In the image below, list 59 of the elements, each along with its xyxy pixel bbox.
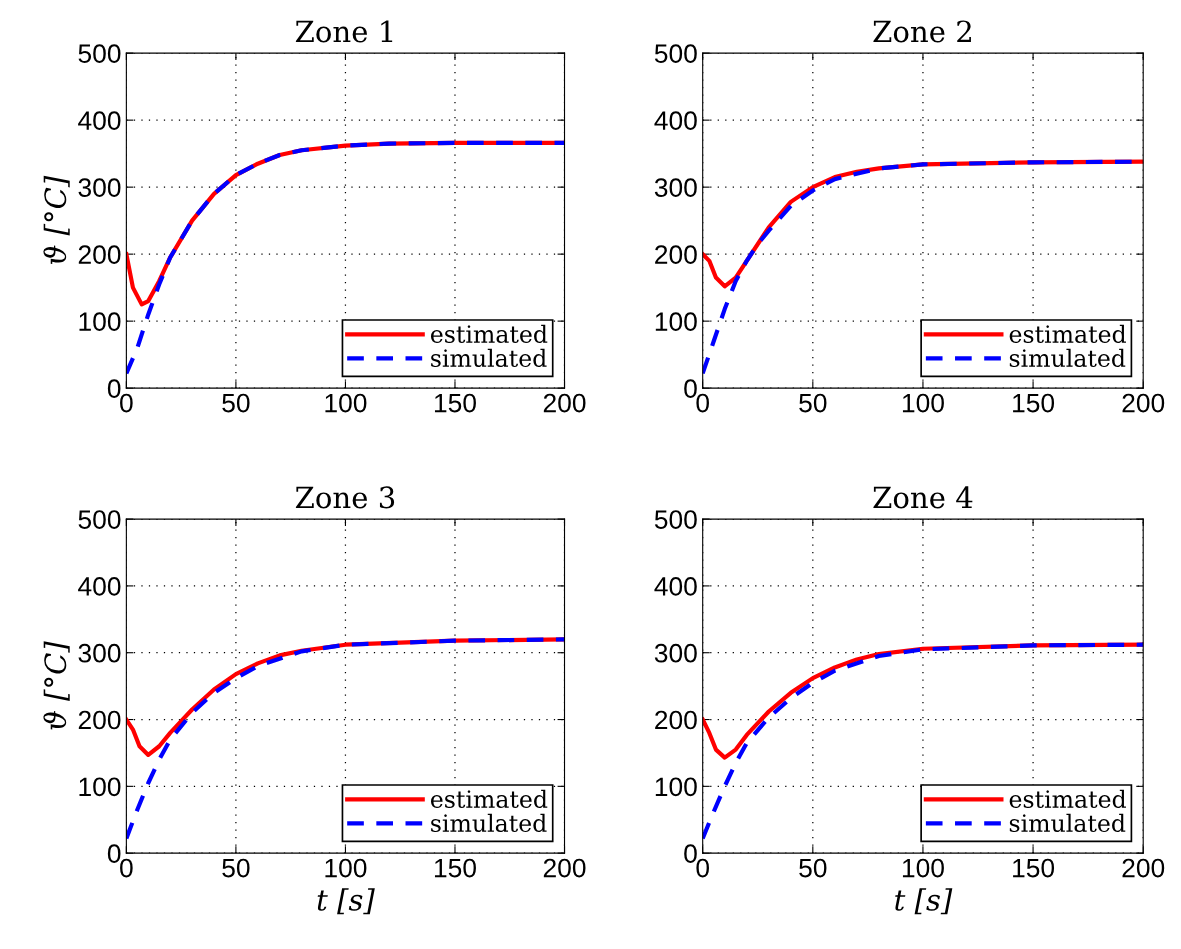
y-tick-label: 200: [655, 710, 697, 730]
legend-label: estimated: [1009, 789, 1126, 809]
x-tick-label: 200: [543, 858, 586, 878]
y-tick-label: 400: [78, 577, 121, 596]
y-tick-label: 0: [107, 844, 121, 863]
y-tick-label: 500: [78, 44, 121, 63]
chart-title: Zone 1: [295, 20, 393, 43]
x-tick-label: 100: [325, 393, 367, 413]
y-tick-label: 100: [79, 312, 121, 331]
x-tick-label: 100: [902, 858, 944, 878]
legend-label: simulated: [1009, 348, 1126, 368]
legend-label: estimated: [1009, 324, 1126, 344]
x-tick-label: 50: [799, 858, 827, 878]
x-tick-label: 200: [1122, 858, 1165, 878]
y-tick-label: 300: [78, 178, 121, 197]
y-axis-title: ϑ [°C]: [43, 641, 70, 730]
chart-title: Zone 4: [873, 486, 973, 509]
x-tick-label: 150: [434, 858, 476, 878]
y-tick-label: 400: [654, 577, 697, 596]
x-tick-label: 100: [902, 393, 944, 413]
y-tick-label: 200: [655, 245, 697, 264]
x-tick-label: 100: [325, 858, 367, 878]
y-tick-label: 400: [654, 111, 697, 130]
y-tick-label: 300: [78, 643, 121, 663]
y-tick-label: 500: [654, 44, 697, 63]
y-tick-label: 0: [684, 844, 697, 863]
x-tick-label: 150: [1013, 858, 1055, 878]
x-tick-label: 50: [799, 393, 827, 413]
legend-label: estimated: [430, 324, 548, 344]
line-series: [702, 642, 1144, 841]
line-series: [126, 140, 565, 376]
y-tick-label: 500: [78, 510, 121, 529]
x-tick-label: 50: [222, 393, 250, 413]
legend-label: simulated: [431, 348, 547, 368]
legend-label: estimated: [430, 789, 548, 809]
x-tick-label: 150: [1013, 393, 1055, 413]
x-tick-label: 150: [434, 393, 476, 413]
x-tick-label: 200: [1122, 393, 1165, 413]
y-tick-label: 300: [654, 178, 697, 197]
y-tick-label: 100: [655, 777, 697, 797]
y-tick-label: 400: [78, 111, 121, 130]
y-tick-label: 100: [655, 312, 697, 331]
x-axis-title: t [s]: [317, 888, 375, 915]
y-tick-label: 300: [654, 643, 697, 663]
y-tick-label: 100: [79, 777, 121, 797]
y-tick-label: 500: [654, 510, 697, 529]
legend-label: simulated: [1009, 813, 1126, 833]
y-axis-title: ϑ [°C]: [43, 175, 70, 265]
x-tick-label: 200: [543, 393, 586, 413]
x-tick-label: 50: [222, 858, 250, 878]
chart-title: Zone 2: [873, 20, 971, 43]
chart-title: Zone 3: [295, 486, 395, 509]
y-tick-label: 0: [684, 379, 697, 398]
x-axis-title: t [s]: [895, 888, 953, 915]
line-series: [126, 637, 565, 841]
y-tick-label: 200: [78, 245, 121, 264]
y-tick-label: 0: [107, 379, 121, 398]
legend-label: simulated: [431, 813, 547, 833]
y-tick-label: 200: [78, 710, 121, 730]
